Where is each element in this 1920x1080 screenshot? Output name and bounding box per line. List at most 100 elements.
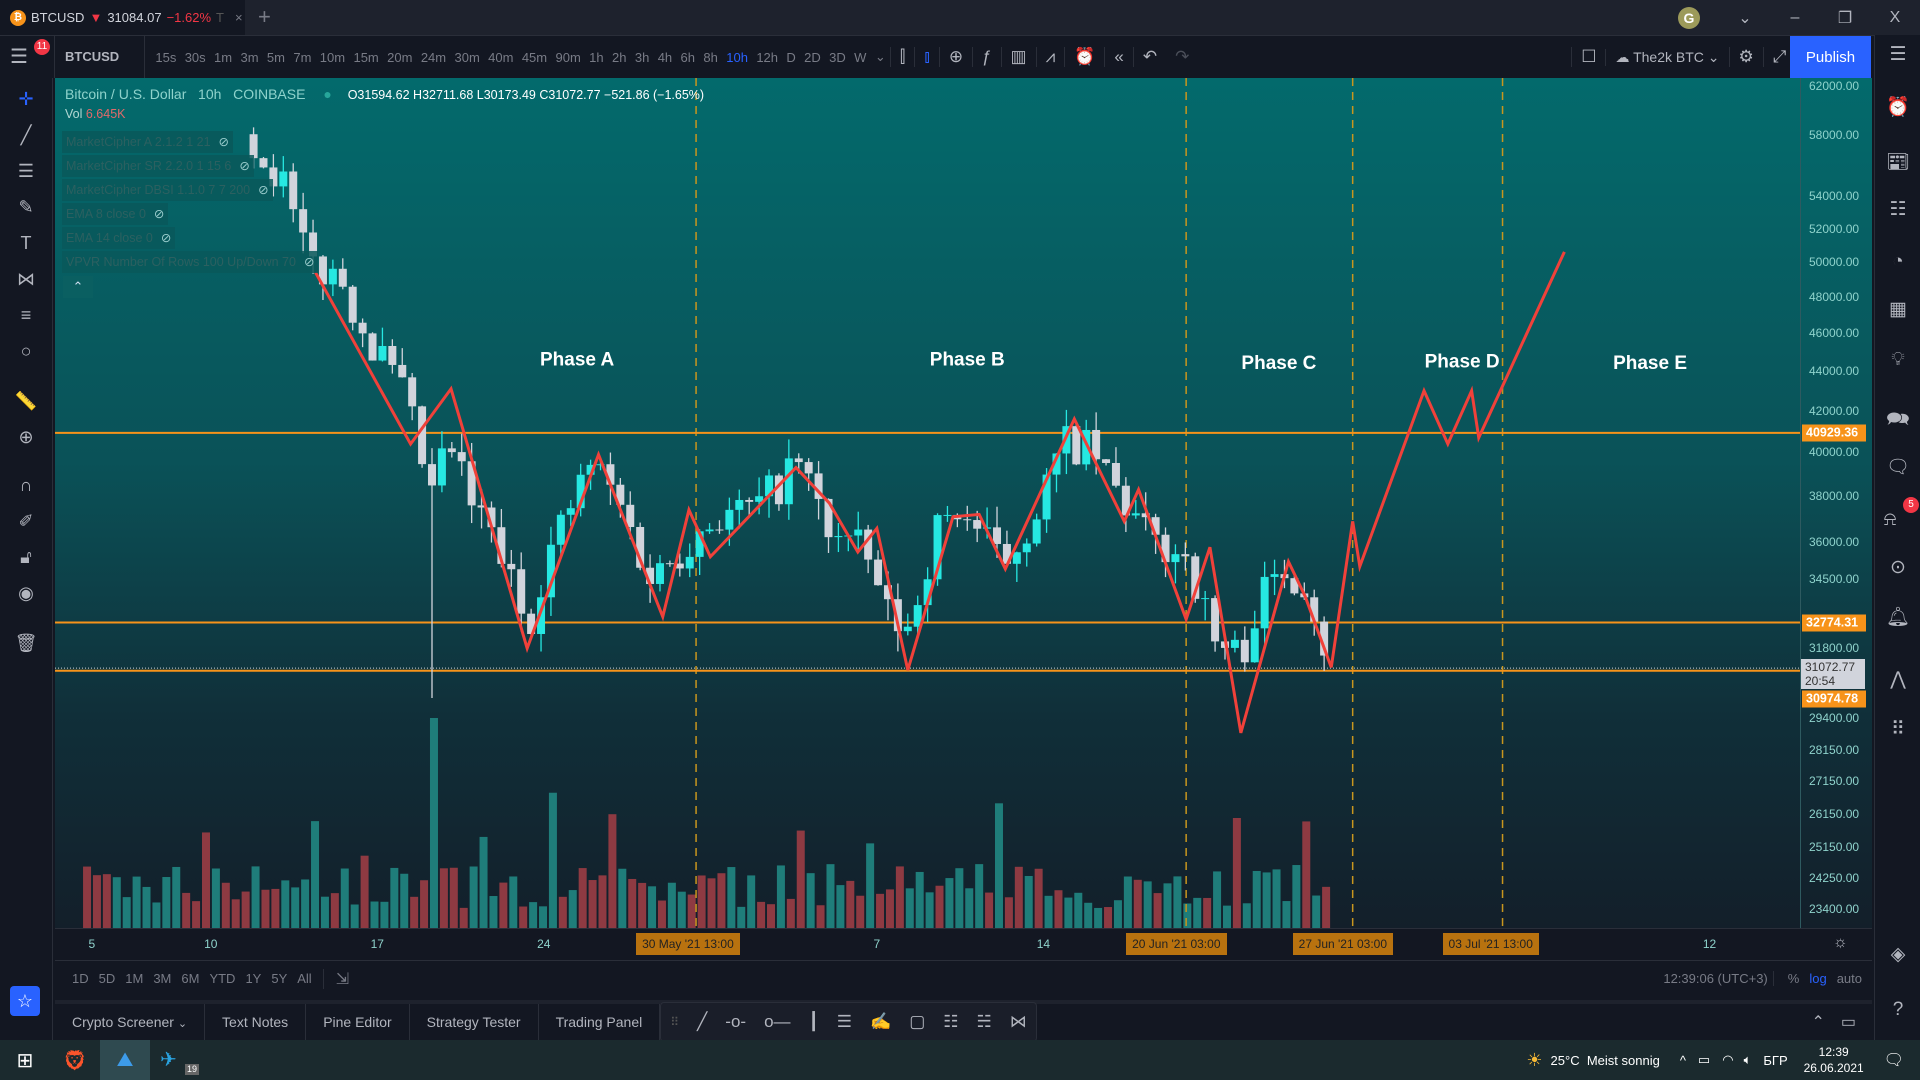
vertical-line-icon[interactable]: ┃ (808, 1012, 819, 1031)
text-icon[interactable]: T (20, 233, 32, 253)
maximize-panel-icon[interactable]: ▭ (1840, 1014, 1856, 1031)
ruler-icon[interactable]: 📏 (14, 391, 38, 411)
chats-icon[interactable]: 🗪 (1886, 409, 1910, 430)
timeframe-7m[interactable]: 7m (293, 49, 312, 65)
percent-toggle[interactable]: % (1772, 971, 1805, 986)
weather-icon[interactable]: ☀ (1526, 1049, 1543, 1070)
clock[interactable]: 12:39:06 (UTC+3) (1663, 971, 1768, 986)
timeframe-24m[interactable]: 24m (420, 49, 447, 65)
magnet-icon[interactable]: ∩ (19, 475, 33, 495)
brush-icon[interactable]: ✎ (18, 197, 34, 217)
timeframe-W[interactable]: W (854, 49, 867, 65)
notification-center-icon[interactable]: 🗨︎ (1883, 1052, 1904, 1069)
tab-text-notes[interactable]: Text Notes (205, 1004, 307, 1040)
replay-icon[interactable]: « (1104, 47, 1132, 67)
tab-crypto-screener[interactable]: Crypto Screener ⌄ (55, 1004, 206, 1040)
alert-icon[interactable]: ⏰ (1064, 47, 1104, 67)
range-1Y[interactable]: 1Y (245, 971, 262, 986)
hotlist-icon[interactable]: ◔ (1892, 251, 1904, 272)
auto-toggle[interactable]: auto (1836, 971, 1862, 986)
redo-icon[interactable]: ↷ (1175, 47, 1190, 66)
close-window-button[interactable]: X (1889, 8, 1901, 26)
alarm-clock-icon[interactable]: ⏰ (1886, 97, 1910, 118)
templates-icon[interactable]: ⩘ (1035, 47, 1065, 67)
lock-drawing-icon[interactable]: ✐ (18, 511, 34, 531)
hidden-eye-icon[interactable]: ⊘ (153, 207, 165, 221)
trend-line-tool-icon[interactable]: ╱ (697, 1012, 708, 1031)
minimize-button[interactable]: – (1790, 8, 1800, 26)
timeframe-10h[interactable]: 10h (726, 49, 748, 65)
indicator-row[interactable]: MarketCipher A 2.1.2 1 21 ⊘ (62, 131, 234, 153)
favorites-star-icon[interactable]: ☆ (10, 986, 40, 1016)
hidden-eye-icon[interactable]: ⊘ (258, 183, 269, 197)
range-3M[interactable]: 3M (153, 971, 172, 986)
close-tab-icon[interactable]: × (234, 10, 243, 25)
indicator-row[interactable]: EMA 8 close 0 ⊘ (62, 203, 169, 225)
fib-retracement-icon[interactable]: ☷ (943, 1012, 959, 1031)
log-toggle[interactable]: log (1809, 971, 1827, 986)
brave-browser-icon[interactable]: 🦁︎ (62, 1049, 88, 1072)
timeframe-10m[interactable]: 10m (319, 49, 346, 65)
new-tab-button[interactable]: + (258, 4, 271, 29)
rectangle-tool-icon[interactable]: ▢ (909, 1012, 926, 1031)
timeframe-4h[interactable]: 4h (657, 49, 673, 65)
fullscreen-icon[interactable]: ⤢ (1762, 47, 1796, 67)
goto-date-icon[interactable]: ⇲ (322, 968, 354, 989)
tradingview-app-icon[interactable]: ⛰︎ (100, 1040, 150, 1080)
notifications-bell-icon[interactable]: 🔔︎ (1885, 607, 1911, 628)
collapse-legend-button[interactable]: ⌃ (63, 276, 93, 298)
parallel-channel-icon[interactable]: ☰ (836, 1012, 853, 1031)
timeframe-D[interactable]: D (786, 49, 796, 65)
range-1D[interactable]: 1D (72, 971, 89, 986)
wifi-icon[interactable]: ◠ (1722, 1052, 1734, 1067)
chat-icon[interactable]: 🗨︎ (1885, 457, 1911, 478)
indicator-row[interactable]: MarketCipher DBSI 1.1.0 7 7 200 ⊘ (62, 179, 273, 201)
hidden-eye-icon[interactable]: ⊘ (160, 231, 172, 245)
indicator-row[interactable]: VPVR Number Of Rows 100 Up/Down 70 ⊘ (62, 251, 319, 273)
timeframe-2D[interactable]: 2D (804, 49, 821, 65)
maximize-button[interactable]: ❐ (1837, 9, 1853, 27)
volume-icon[interactable]: 🔈︎ (1743, 1052, 1752, 1067)
time-axis[interactable]: ☼ 30 May '21 13:00 20 Jun '21 03:00 27 Jun… (55, 928, 1872, 958)
tray-chevron-icon[interactable]: ^ (1679, 1052, 1686, 1068)
tab-trading-panel[interactable]: Trading Panel (539, 1004, 661, 1040)
timeframe-1m[interactable]: 1m (214, 49, 233, 65)
watchlist-icon[interactable]: ☰ (1889, 44, 1907, 65)
timeframe-40m[interactable]: 40m (488, 49, 514, 65)
financials-icon[interactable]: ▥ (1000, 47, 1036, 67)
expand-panel-icon[interactable]: ⌃ (1811, 1014, 1825, 1031)
timeframe-3D[interactable]: 3D (829, 49, 846, 65)
layout-selector[interactable]: ☁ The2k BTC ⌄ (1605, 48, 1728, 66)
compare-icon[interactable]: ⊕ (938, 47, 972, 67)
lightbulb-icon[interactable]: 💡︎ (1891, 349, 1905, 370)
chart-canvas[interactable]: Phase A Phase B Phase C Phase D Phase E (55, 78, 1800, 928)
timeframe-30m[interactable]: 30m (454, 49, 480, 65)
timeframe-45m[interactable]: 45m (521, 49, 548, 65)
trash-icon[interactable]: 🗑︎ (14, 633, 38, 653)
range-5Y[interactable]: 5Y (271, 971, 288, 986)
timeframe-8h[interactable]: 8h (703, 49, 718, 65)
indicator-row[interactable]: EMA 14 close 0 ⊘ (62, 227, 176, 249)
windows-start-icon[interactable]: ⊞ (16, 1049, 34, 1072)
range-6M[interactable]: 6M (181, 971, 200, 986)
shapes-circle-icon[interactable]: ○ (20, 341, 32, 361)
ideas-stream-icon[interactable]: ⍾ (1883, 509, 1897, 530)
weather-text[interactable]: Meist sonnig (1586, 1052, 1660, 1068)
timeframe-6h[interactable]: 6h (680, 49, 696, 65)
language-indicator[interactable]: БГР (1763, 1052, 1788, 1068)
range-1M[interactable]: 1M (125, 971, 144, 986)
timeframe-2h[interactable]: 2h (612, 49, 627, 65)
system-clock[interactable]: 12:39 26.06.2021 (1803, 1045, 1864, 1075)
horizontal-ray-icon[interactable]: -o- (725, 1012, 747, 1031)
timeframe-15m[interactable]: 15m (353, 49, 379, 65)
timeframe-90m[interactable]: 90m (555, 49, 581, 65)
avatar[interactable]: G (1678, 7, 1700, 29)
timeframe-1h[interactable]: 1h (589, 49, 604, 65)
pattern-tool-icon[interactable]: ⋈ (1009, 1012, 1027, 1031)
trend-line-icon[interactable]: ╱ (20, 125, 32, 145)
horizontal-line-icon[interactable]: o— (764, 1012, 791, 1031)
hidden-eye-icon[interactable]: ⊘ (303, 255, 315, 269)
tab-strategy-tester[interactable]: Strategy Tester (410, 1004, 539, 1040)
weather-temp[interactable]: 25°C (1550, 1052, 1580, 1068)
menu-button[interactable]: ☰ 11 (0, 36, 55, 78)
